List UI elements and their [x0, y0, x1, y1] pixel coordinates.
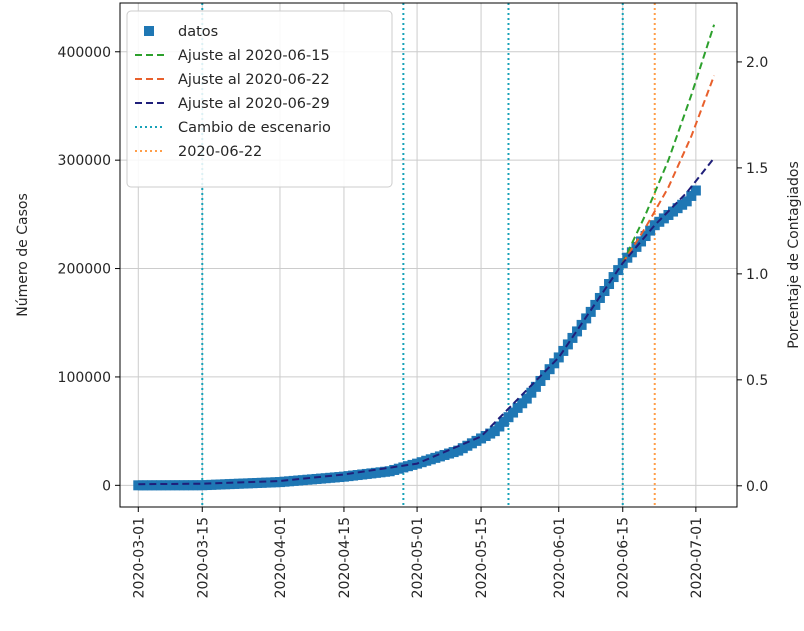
x-tick-label: 2020-05-15 [474, 517, 490, 598]
x-tick-label: 2020-05-01 [410, 517, 426, 598]
x-tick-label: 2020-06-01 [552, 517, 568, 598]
x-tick-label: 2020-04-01 [273, 517, 289, 598]
y2-tick-label: 1.0 [746, 267, 768, 283]
fit-line-2 [621, 75, 716, 264]
x-axis: 2020-03-01 2020-03-15 2020-04-01 2020-04-15… [131, 507, 705, 598]
datos-point [608, 272, 619, 283]
y2-tick-label: 1.5 [746, 161, 768, 177]
datos-point [535, 375, 546, 386]
y-tick-label: 300000 [58, 153, 111, 169]
datos-point [622, 252, 633, 263]
legend-label: datos [178, 24, 218, 40]
y2-tick-label: 2.0 [746, 55, 768, 71]
legend-marker [144, 26, 154, 36]
plot-area [133, 24, 716, 491]
legend-label: Ajuste al 2020-06-29 [178, 96, 330, 112]
y-tick-label: 400000 [58, 45, 111, 61]
legend-label: 2020-06-22 [178, 144, 262, 160]
y-tick-label: 200000 [58, 262, 111, 278]
legend-box [126, 10, 393, 188]
y2-tick-label: 0.5 [746, 373, 768, 389]
datos-point [544, 364, 555, 375]
y-axis-left: 0 100000 200000 300000 400000 [58, 45, 120, 494]
datos-point [572, 326, 583, 337]
datos-point [521, 393, 532, 404]
datos-point [681, 196, 692, 207]
legend: datos Ajuste al 2020-06-15 Ajuste al 2020-… [126, 10, 393, 188]
fit-line-3 [138, 157, 715, 486]
legend-label: Ajuste al 2020-06-22 [178, 72, 330, 88]
datos-point [690, 185, 701, 196]
plot-frame [119, 2, 738, 508]
y-tick-label: 100000 [58, 370, 111, 386]
x-tick-label: 2020-03-01 [131, 517, 147, 598]
datos-point [590, 299, 601, 310]
datos-point [604, 279, 615, 290]
datos-point [585, 306, 596, 317]
datos-point [540, 370, 551, 381]
y2-tick-label: 0.0 [746, 479, 768, 495]
datos-point [636, 236, 647, 247]
y-axis-label: Número de Casos [15, 193, 31, 317]
legend-label: Ajuste al 2020-06-15 [178, 48, 330, 64]
y2-axis-label: Porcentaje de Contagiados [786, 161, 802, 349]
x-tick-label: 2020-03-15 [195, 517, 211, 598]
fit-line-1 [621, 24, 716, 264]
y-axis-right: 0.0 0.5 1.0 1.5 2.0 [737, 55, 768, 495]
x-tick-label: 2020-07-01 [689, 517, 705, 598]
legend-label: Cambio de escenario [178, 120, 331, 136]
x-tick-label: 2020-04-15 [337, 517, 353, 598]
datos-point [530, 381, 541, 392]
datos-point [686, 190, 697, 201]
datos-point [526, 387, 537, 398]
y-tick-label: 0 [102, 478, 111, 494]
x-tick-label: 2020-06-15 [616, 517, 632, 598]
grid [120, 3, 737, 507]
datos-point [553, 352, 564, 363]
